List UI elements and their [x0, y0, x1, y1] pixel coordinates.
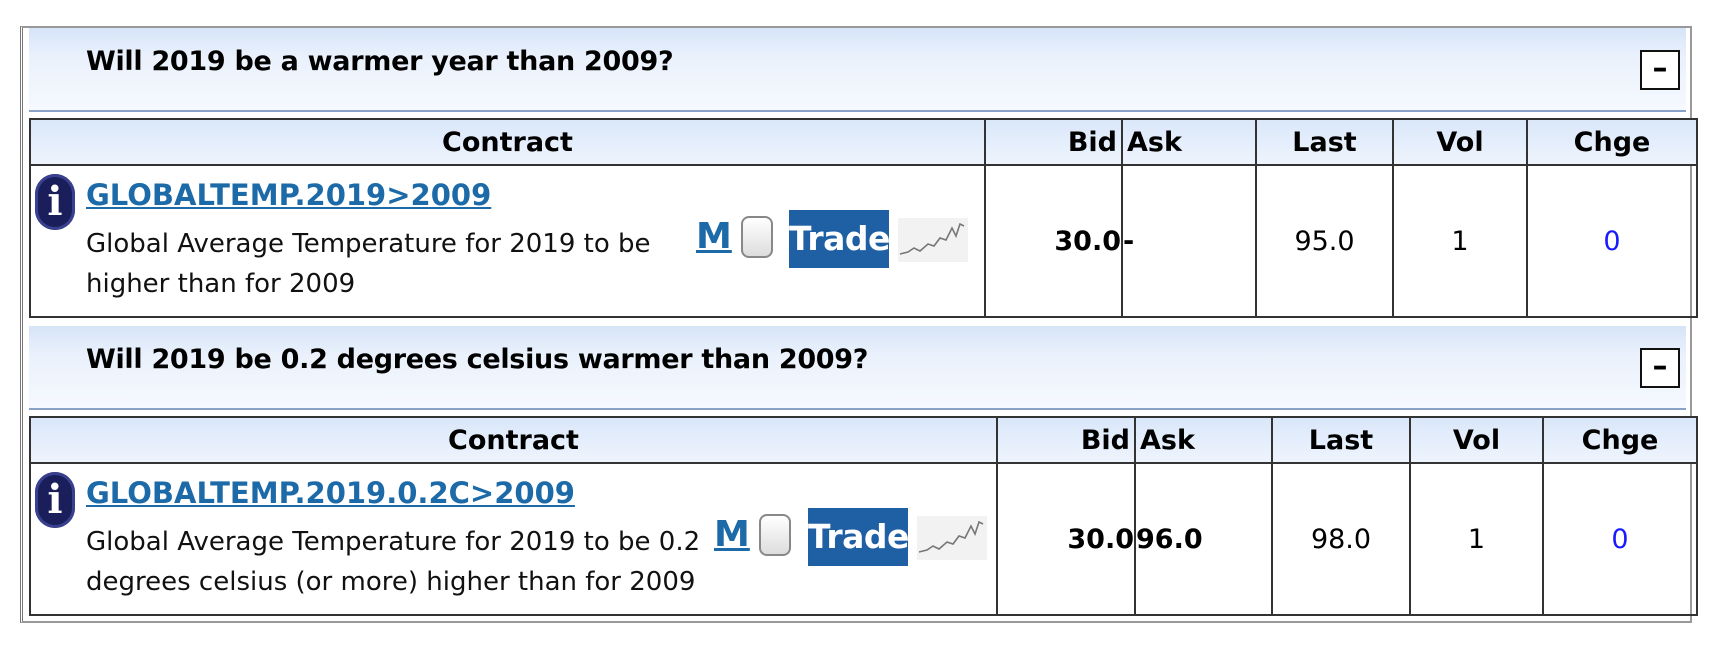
collapse-minus-icon[interactable]: –: [1640, 50, 1680, 90]
vol-value: 1: [1392, 164, 1528, 318]
column-header-chge: Chge: [1542, 416, 1698, 464]
description-line: degrees celsius (or more) higher than fo…: [86, 567, 696, 597]
column-header-vol: Vol: [1392, 118, 1528, 166]
column-header-contract: Contract: [29, 416, 998, 464]
sparkline-chart-icon[interactable]: [917, 516, 987, 560]
column-header-contract: Contract: [29, 118, 986, 166]
column-header-bid: Bid: [984, 118, 1123, 166]
column-header-last: Last: [1271, 416, 1411, 464]
table-header-row: Contract Bid Ask Last Vol Chge: [29, 118, 1698, 166]
markets-panel: Will 2019 be a warmer year than 2009? – …: [20, 26, 1698, 623]
trade-button[interactable]: Trade: [808, 508, 909, 566]
table-row: i GLOBALTEMP.2019.0.2C>2009 Global Avera…: [29, 462, 1698, 616]
table-header-row: Contract Bid Ask Last Vol Chge: [29, 416, 1698, 464]
contract-cell: i GLOBALTEMP.2019>2009 Global Average Te…: [29, 164, 986, 318]
description-line: higher than for 2009: [86, 269, 356, 299]
contract-symbol-link[interactable]: GLOBALTEMP.2019.0.2C>2009: [86, 476, 575, 510]
last-value: 98.0: [1271, 462, 1411, 616]
contract-description: Global Average Temperature for 2019 to b…: [86, 224, 651, 304]
info-icon[interactable]: i: [35, 472, 75, 528]
column-header-vol: Vol: [1409, 416, 1544, 464]
market-header: Will 2019 be 0.2 degrees celsius warmer …: [29, 326, 1686, 410]
chge-value: 0: [1526, 164, 1698, 318]
column-header-bid: Bid: [996, 416, 1136, 464]
sparkline-chart-icon[interactable]: [898, 218, 968, 262]
m-link[interactable]: M: [714, 514, 750, 555]
info-icon[interactable]: i: [35, 174, 75, 230]
contract-description: Global Average Temperature for 2019 to b…: [86, 522, 700, 602]
bid-value: 30.0: [984, 164, 1123, 318]
ask-value: 96.0: [1134, 462, 1273, 616]
description-line: Global Average Temperature for 2019 to b…: [86, 229, 651, 259]
last-value: 95.0: [1255, 164, 1394, 318]
description-line: Global Average Temperature for 2019 to b…: [86, 527, 701, 557]
market-question: Will 2019 be 0.2 degrees celsius warmer …: [86, 344, 869, 375]
m-link[interactable]: M: [696, 216, 732, 257]
market-question: Will 2019 be a warmer year than 2009?: [86, 46, 674, 77]
market-header: Will 2019 be a warmer year than 2009? –: [29, 28, 1686, 112]
market-section: Will 2019 be a warmer year than 2009? – …: [29, 28, 1698, 318]
column-header-chge: Chge: [1526, 118, 1698, 166]
contract-cell: i GLOBALTEMP.2019.0.2C>2009 Global Avera…: [29, 462, 998, 616]
chge-value: 0: [1542, 462, 1698, 616]
column-header-last: Last: [1255, 118, 1394, 166]
ask-value: -: [1121, 164, 1257, 318]
collapse-minus-icon[interactable]: –: [1640, 348, 1680, 388]
select-checkbox[interactable]: [741, 216, 773, 258]
column-header-ask: Ask: [1121, 118, 1257, 166]
market-section: Will 2019 be 0.2 degrees celsius warmer …: [29, 326, 1698, 616]
vol-value: 1: [1409, 462, 1544, 616]
bid-value: 30.0: [996, 462, 1136, 616]
column-header-ask: Ask: [1134, 416, 1273, 464]
contracts-table: Contract Bid Ask Last Vol Chge i GLOBALT…: [29, 118, 1698, 318]
select-checkbox[interactable]: [759, 514, 791, 556]
contracts-table: Contract Bid Ask Last Vol Chge i GLOBALT…: [29, 416, 1698, 616]
contract-symbol-link[interactable]: GLOBALTEMP.2019>2009: [86, 178, 492, 212]
trade-button[interactable]: Trade: [789, 210, 890, 268]
table-row: i GLOBALTEMP.2019>2009 Global Average Te…: [29, 164, 1698, 318]
